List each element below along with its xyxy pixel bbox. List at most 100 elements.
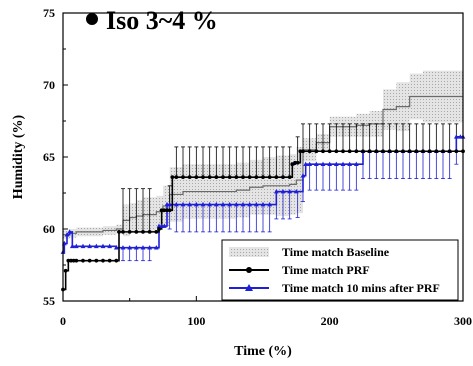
after-prf-point <box>303 161 309 166</box>
after-prf-point <box>313 161 319 166</box>
after-prf-point <box>120 245 126 250</box>
prf-point <box>434 149 439 154</box>
legend-marker-prf <box>246 267 252 273</box>
prf-point <box>247 175 252 180</box>
prf-point <box>127 229 132 234</box>
prf-point <box>374 149 379 154</box>
y-tick-label: 75 <box>43 6 55 20</box>
prf-point <box>321 149 325 154</box>
legend: Time match Baseline Time match PRF Time … <box>221 239 459 301</box>
after-prf-point <box>100 243 106 249</box>
x-tick-label: 0 <box>60 314 66 328</box>
after-prf-point <box>140 245 146 250</box>
after-prf-point <box>300 173 306 178</box>
prf-point <box>281 175 285 180</box>
after-prf-point <box>453 134 459 139</box>
after-prf-point <box>107 243 113 249</box>
chart-title-text: Iso 3~4 % <box>106 6 218 35</box>
after-prf-point <box>80 243 86 249</box>
prf-point <box>387 149 392 154</box>
after-prf-point <box>267 201 273 207</box>
prf-point <box>334 149 339 154</box>
after-prf-point <box>73 243 79 249</box>
prf-point <box>314 149 319 154</box>
x-tick-label: 300 <box>454 314 472 328</box>
legend-label-prf: Time match PRF <box>282 263 370 277</box>
legend-swatch-baseline <box>229 247 269 257</box>
prf-point <box>447 149 452 154</box>
after-prf-point <box>161 223 167 228</box>
prf-point <box>63 268 68 273</box>
after-prf-point <box>93 243 99 249</box>
prf-point <box>141 229 145 234</box>
y-tick-label: 60 <box>43 222 55 236</box>
after-prf-point <box>213 201 219 207</box>
prf-point <box>71 258 76 263</box>
prf-point <box>167 208 172 213</box>
after-prf-point <box>307 161 313 166</box>
y-tick-label: 65 <box>43 150 55 164</box>
prf-point <box>307 149 312 154</box>
legend-label-baseline: Time match Baseline <box>282 245 390 259</box>
after-prf-point <box>253 201 259 207</box>
after-prf-point <box>133 245 139 250</box>
baseline-band <box>63 70 463 240</box>
after-prf-point <box>353 161 359 166</box>
axis-layer: 0 100 200 300 55 60 65 70 75 <box>43 6 472 328</box>
after-prf-point <box>147 245 153 250</box>
prf-point <box>327 149 332 154</box>
errorbar-layer <box>121 123 459 262</box>
y-tick-label: 55 <box>43 294 55 308</box>
prf-point <box>241 175 245 180</box>
after-prf-point <box>260 201 266 207</box>
prf-point <box>227 175 232 180</box>
after-prf-point <box>173 201 179 207</box>
after-prf-point <box>187 201 193 207</box>
prf-point <box>381 149 385 154</box>
prf-point <box>401 149 405 154</box>
after-prf-point <box>193 201 199 207</box>
after-prf-point <box>127 245 133 250</box>
title-bullet-icon <box>86 13 98 25</box>
prf-point <box>341 149 345 154</box>
after-prf-point <box>320 161 326 166</box>
after-prf-point <box>233 201 239 207</box>
prf-point <box>134 229 139 234</box>
prf-point <box>454 149 459 154</box>
prf-point <box>221 175 225 180</box>
after-prf-point <box>67 229 73 234</box>
prf-point <box>174 175 179 180</box>
legend-label-after-prf: Time match 10 mins after PRF <box>282 281 440 295</box>
prf-point <box>107 258 112 263</box>
prf-point <box>347 149 352 154</box>
prf-point <box>274 175 279 180</box>
prf-point <box>165 208 169 213</box>
prf-point <box>293 160 297 165</box>
prf-point <box>414 149 419 154</box>
prf-point <box>367 149 372 154</box>
after-prf-point <box>113 245 119 250</box>
prf-point <box>394 149 399 154</box>
prf-point <box>162 208 167 213</box>
after-prf-point <box>227 201 233 207</box>
after-prf-point <box>340 161 346 166</box>
prf-point <box>234 175 239 180</box>
after-prf-point <box>220 201 226 207</box>
after-prf-point <box>240 201 246 207</box>
after-prf-point <box>180 201 186 207</box>
prf-point <box>121 229 125 234</box>
prf-point <box>187 175 192 180</box>
after-prf-point <box>247 201 253 207</box>
prf-point <box>181 175 185 180</box>
legend-marker-after-prf <box>245 284 253 291</box>
prf-point <box>421 149 425 154</box>
prf-point <box>66 258 71 263</box>
prf-point <box>207 175 212 180</box>
after-prf-point <box>333 161 339 166</box>
prf-point <box>101 258 105 263</box>
prf-point <box>354 149 359 154</box>
after-prf-point <box>273 188 279 194</box>
after-prf-point <box>287 188 293 194</box>
